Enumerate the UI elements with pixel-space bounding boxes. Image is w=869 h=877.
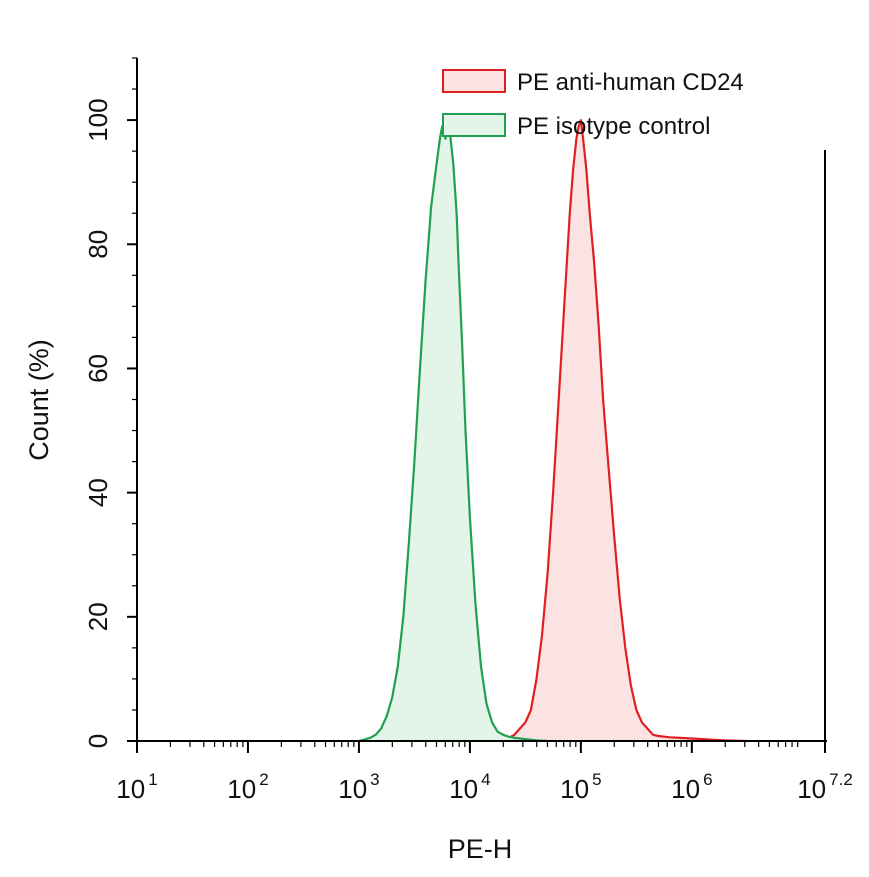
series-fill-0	[503, 120, 748, 742]
x-tick-label: 10 2	[227, 770, 268, 804]
legend: PE anti-human CD24 PE isotype control	[442, 69, 744, 140]
x-axis-title: PE-H	[448, 834, 513, 864]
y-tick-label: 40	[83, 478, 113, 507]
y-tick-label: 0	[83, 734, 113, 748]
x-tick-label: 10 5	[560, 770, 601, 804]
series-layer	[358, 119, 748, 743]
legend-swatch-0	[442, 69, 506, 93]
x-tick-label: 10 3	[338, 770, 379, 804]
y-tick-label: 60	[83, 354, 113, 383]
x-tick-label: 10 4	[449, 770, 490, 804]
y-tick-label: 80	[83, 230, 113, 259]
x-tick-label: 10 6	[671, 770, 712, 804]
x-tick-label: 10 7.2	[797, 770, 853, 804]
y-axis-title: Count (%)	[24, 339, 54, 461]
x-tick-label: 10 1	[116, 770, 157, 804]
legend-swatch-1	[442, 113, 506, 137]
legend-label-0: PE anti-human CD24	[517, 69, 744, 96]
axes-layer: 0 20 40 60 80 100 10 1 10 2 10 3 10 4 10 5 10 6 10 7.2	[83, 57, 853, 804]
series-line-0	[502, 119, 748, 743]
series-fill-1	[358, 120, 548, 742]
y-tick-label: 20	[83, 602, 113, 631]
legend-label-1: PE isotype control	[517, 113, 710, 140]
y-tick-label: 100	[83, 98, 113, 141]
